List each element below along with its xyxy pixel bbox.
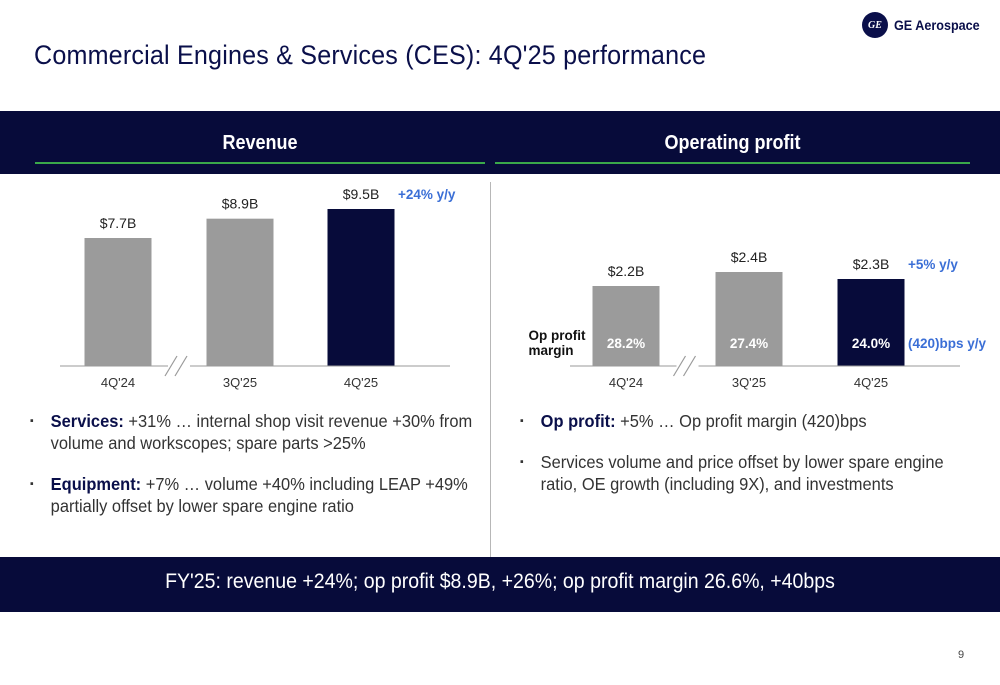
- tick-label: 4Q'24: [101, 375, 135, 390]
- page-title: Commercial Engines & Services (CES): 4Q'…: [34, 40, 707, 70]
- bullet-services-volume: ▪ Services volume and price offset by low…: [520, 451, 968, 495]
- data-label: $9.5B: [343, 186, 380, 202]
- bar-1-1: [715, 272, 783, 366]
- bar-0-0: [84, 238, 152, 366]
- bullet-text: +5% … Op profit margin (420)bps: [615, 411, 867, 431]
- bullet-marker: ▪: [520, 415, 524, 427]
- bullet-op-profit: ▪ Op profit: +5% … Op profit margin (420)…: [520, 410, 968, 432]
- bar-0-1: [206, 218, 274, 366]
- tick-label: 3Q'25: [223, 375, 257, 390]
- data-label: $2.4B: [731, 249, 768, 265]
- logo-text: GE Aerospace: [894, 17, 980, 33]
- axis-break-mark: [672, 355, 687, 377]
- bullet-text: +7% … volume +40% including LEAP +49% pa…: [50, 474, 468, 516]
- data-label: $8.9B: [222, 196, 259, 212]
- op-profit-title-underline: [495, 162, 970, 164]
- bullet-label: Equipment:: [50, 474, 142, 494]
- bullet-marker: ▪: [30, 415, 34, 427]
- revenue-title-underline: [35, 162, 485, 164]
- margin-row-label: Op profit: [529, 328, 586, 343]
- bullet-marker: ▪: [30, 478, 34, 490]
- bullet-text: +31% … internal shop visit revenue +30% …: [50, 411, 473, 453]
- bullet-services: ▪ Services: +31% … internal shop visit re…: [30, 410, 483, 454]
- brand-logo: GE GE Aerospace: [862, 12, 989, 38]
- revenue-section-title: Revenue: [222, 132, 298, 154]
- page-number: 9: [958, 649, 965, 661]
- axis-break-mark: [682, 355, 697, 377]
- tick-label: 4Q'25: [344, 375, 378, 390]
- bar-0-2: [327, 209, 395, 366]
- margin-label: 28.2%: [607, 336, 645, 351]
- yoy-annotation: +5% y/y: [908, 257, 958, 272]
- bullet-label: Services:: [50, 411, 124, 431]
- axis-break-mark: [174, 355, 188, 377]
- bullet-marker: ▪: [520, 456, 524, 468]
- bullet-text: Services volume and price offset by lowe…: [540, 452, 944, 494]
- margin-row-label: margin: [528, 343, 573, 358]
- tick-label: 4Q'25: [854, 375, 888, 390]
- yoy-annotation: +24% y/y: [398, 187, 456, 202]
- footer-band: [0, 557, 1000, 612]
- charts-canvas: $7.7B 4Q'24 $8.9B 3Q'25 $9.5B 4Q'25 +24% y/y $2…: [60, 186, 987, 390]
- bar-1-2: [837, 279, 905, 366]
- tick-label: 4Q'24: [609, 375, 643, 390]
- margin-label: 27.4%: [730, 336, 768, 351]
- revenue-bullets: ▪ Services: +31% … internal shop visit re…: [30, 410, 485, 536]
- op-profit-bullets: ▪ Op profit: +5% … Op profit margin (420)…: [520, 410, 970, 514]
- bar-1-0: [592, 286, 660, 366]
- op-profit-section-title: Operating profit: [664, 132, 801, 154]
- fy-summary: FY'25: revenue +24%; op profit $8.9B, +2…: [165, 570, 835, 593]
- bullet-label: Op profit:: [540, 411, 616, 431]
- tick-label: 3Q'25: [732, 375, 766, 390]
- ge-monogram-icon: GE: [862, 12, 888, 38]
- data-label: $2.3B: [853, 256, 890, 272]
- axis-break-mark: [164, 355, 178, 377]
- margin-yoy-annotation: (420)bps y/y: [908, 336, 987, 351]
- column-divider: [490, 182, 491, 559]
- margin-label: 24.0%: [852, 336, 890, 351]
- data-label: $7.7B: [100, 215, 137, 231]
- data-label: $2.2B: [608, 263, 645, 279]
- bullet-equipment: ▪ Equipment: +7% … volume +40% including …: [30, 473, 483, 517]
